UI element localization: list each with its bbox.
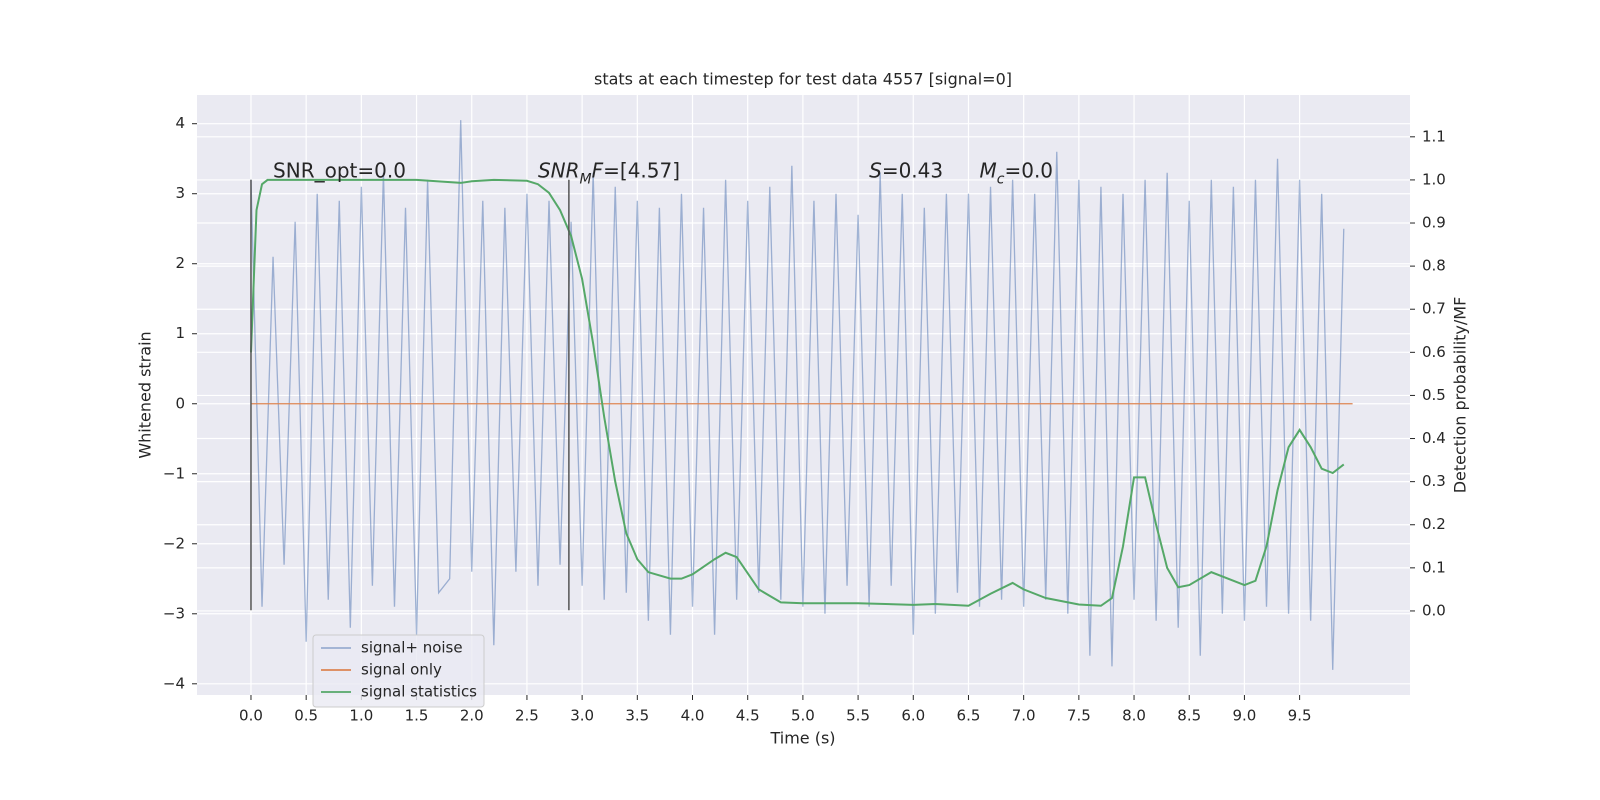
annotation-part: SNR	[538, 158, 580, 182]
x-tick-label: 4.0	[681, 707, 705, 725]
series-line	[249, 178, 1345, 607]
annotation-part: M	[980, 158, 997, 182]
y2-tick-label: 1.0	[1422, 170, 1446, 188]
x-tick-label: 9.0	[1232, 707, 1256, 725]
x-tick-label: 6.5	[957, 707, 981, 725]
x-tick-label: 5.5	[846, 707, 870, 725]
x-tick-label: 0.0	[239, 707, 263, 725]
y-tick-label: 3	[175, 184, 185, 202]
y2-tick-label: 0.0	[1422, 601, 1446, 619]
x-axis-label: Time (s)	[769, 729, 835, 748]
y2-tick-label: 0.1	[1422, 558, 1446, 576]
y-tick-label: 4	[175, 114, 185, 132]
annotation-part: =0.0	[1004, 158, 1053, 182]
y2-tick-label: 0.5	[1422, 386, 1446, 404]
annotation-part: =[4.57]	[603, 158, 680, 182]
annotation-part: c	[997, 172, 1005, 188]
y-axis-label: Whitened strain	[136, 331, 155, 458]
x-tick-label: 2.5	[515, 707, 539, 725]
x-tick-label: 1.5	[405, 707, 429, 725]
x-tick-label: 9.5	[1288, 707, 1312, 725]
y2-tick-label: 0.6	[1422, 343, 1446, 361]
x-tick-label: 5.0	[791, 707, 815, 725]
annotation: SNRMF=[4.57]	[538, 158, 680, 188]
x-tick-label: 6.0	[901, 707, 925, 725]
annotation: SNR_opt=0.0	[273, 158, 406, 182]
x-tick-label: 0.5	[294, 707, 318, 725]
x-tick-label: 8.0	[1122, 707, 1146, 725]
annotation-part: M	[580, 172, 592, 188]
annotation-part: F	[592, 158, 604, 182]
y2-tick-label: 0.7	[1422, 300, 1446, 318]
y-tick-label: 0	[175, 394, 185, 412]
legend-label: signal+ noise	[361, 639, 463, 657]
y2-axis-label: Detection probability/MF	[1451, 297, 1470, 494]
y-tick-label: 1	[175, 324, 185, 342]
y2-tick-label: 0.2	[1422, 515, 1446, 533]
annotation: Mc=0.0	[980, 158, 1054, 188]
y-tick-label: 2	[175, 254, 185, 272]
annotation-part: =0.43	[882, 158, 943, 182]
x-tick-label: 3.5	[625, 707, 649, 725]
y2-tick-label: 0.8	[1422, 257, 1446, 275]
x-tick-label: 1.0	[349, 707, 373, 725]
x-tick-label: 2.0	[460, 707, 484, 725]
x-tick-label: 3.0	[570, 707, 594, 725]
annotation-part: SNR_opt=0.0	[273, 158, 406, 182]
y2-tick-label: 0.4	[1422, 429, 1446, 447]
y2-tick-label: 0.9	[1422, 214, 1446, 232]
y-tick-label: −2	[163, 534, 185, 552]
annotation-part: S	[869, 158, 882, 182]
legend-box	[312, 634, 485, 708]
x-tick-label: 7.5	[1067, 707, 1091, 725]
legend-label: signal only	[361, 661, 442, 679]
y-tick-label: −3	[163, 604, 185, 622]
x-tick-label: 7.0	[1012, 707, 1036, 725]
chart-title: stats at each timestep for test data 455…	[594, 70, 1012, 89]
x-tick-label: 4.5	[736, 707, 760, 725]
y-tick-label: −1	[163, 464, 185, 482]
legend-label: signal statistics	[361, 683, 477, 701]
y2-tick-label: 0.3	[1422, 472, 1446, 490]
y2-tick-label: 1.1	[1422, 127, 1446, 145]
series-line	[250, 120, 1345, 670]
x-tick-label: 8.5	[1177, 707, 1201, 725]
y-tick-label: −4	[163, 674, 185, 692]
annotation: S=0.43	[869, 158, 943, 182]
